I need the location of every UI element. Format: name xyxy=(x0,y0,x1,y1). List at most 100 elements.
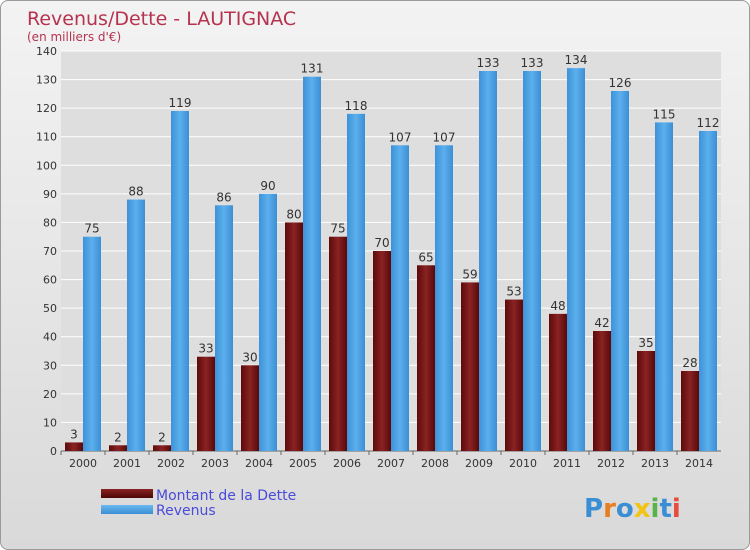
y-tick-label: 20 xyxy=(43,388,57,401)
bar-dette xyxy=(65,442,83,451)
bar-dette xyxy=(153,445,171,451)
data-label-dette: 53 xyxy=(506,285,521,299)
bar-dette xyxy=(505,299,523,451)
bar-revenus xyxy=(171,111,189,451)
x-tick-label: 2004 xyxy=(245,457,273,470)
x-tick-label: 2008 xyxy=(421,457,449,470)
legend: Montant de la Dette Revenus xyxy=(101,488,296,519)
data-label-dette: 2 xyxy=(158,430,166,444)
bar-revenus xyxy=(259,193,277,451)
y-tick-label: 10 xyxy=(43,416,57,429)
y-tick-label: 130 xyxy=(36,74,57,87)
chart-subtitle: (en milliers d'€) xyxy=(27,30,121,44)
y-tick-label: 70 xyxy=(43,245,57,258)
x-tick-label: 2012 xyxy=(597,457,625,470)
chart-title: Revenus/Dette - LAUTIGNAC xyxy=(27,8,296,30)
data-label-revenus: 112 xyxy=(697,116,720,130)
logo-letter: r xyxy=(603,494,616,524)
bar-revenus xyxy=(127,199,145,451)
logo-letter: x xyxy=(634,494,651,524)
data-label-dette: 65 xyxy=(418,250,433,264)
bar-revenus xyxy=(391,145,409,452)
x-tick-label: 2003 xyxy=(201,457,229,470)
data-label-dette: 48 xyxy=(550,299,565,313)
data-label-dette: 3 xyxy=(70,427,78,441)
data-label-dette: 59 xyxy=(462,267,477,281)
x-tick-label: 2001 xyxy=(113,457,141,470)
bar-revenus xyxy=(83,236,101,451)
bar-revenus xyxy=(303,76,321,451)
bar-dette xyxy=(373,251,391,451)
data-label-revenus: 107 xyxy=(433,130,456,144)
x-tick-label: 2002 xyxy=(157,457,185,470)
bar-revenus xyxy=(611,91,629,451)
bar-dette xyxy=(593,331,611,451)
data-label-revenus: 133 xyxy=(521,56,544,70)
data-label-revenus: 119 xyxy=(169,96,192,110)
y-tick-label: 90 xyxy=(43,188,57,201)
data-label-dette: 2 xyxy=(114,430,122,444)
data-label-revenus: 131 xyxy=(301,62,324,76)
bar-dette xyxy=(241,365,259,451)
x-tick-label: 2006 xyxy=(333,457,361,470)
data-label-revenus: 118 xyxy=(345,99,368,113)
bar-dette xyxy=(681,371,699,451)
bars xyxy=(65,68,717,452)
y-tick-label: 30 xyxy=(43,359,57,372)
data-label-dette: 70 xyxy=(374,236,389,250)
bar-dette xyxy=(637,351,655,451)
bar-dette xyxy=(197,356,215,451)
bar-revenus xyxy=(567,68,585,452)
logo-letter: i xyxy=(672,494,681,524)
bar-revenus xyxy=(479,71,497,451)
data-label-revenus: 133 xyxy=(477,56,500,70)
bar-revenus xyxy=(655,122,673,451)
bar-revenus xyxy=(435,145,453,452)
bar-dette xyxy=(549,313,567,451)
bar-dette xyxy=(285,222,303,451)
bar-dette xyxy=(461,282,479,451)
data-label-dette: 35 xyxy=(638,336,653,350)
x-tick-label: 2010 xyxy=(509,457,537,470)
data-label-dette: 33 xyxy=(198,342,213,356)
logo-letter: P xyxy=(584,494,603,524)
data-label-revenus: 86 xyxy=(216,190,231,204)
y-tick-label: 100 xyxy=(36,159,57,172)
bar-revenus xyxy=(347,113,365,451)
legend-swatch-revenus xyxy=(101,505,153,514)
x-tick-label: 2005 xyxy=(289,457,317,470)
proxiti-logo: Proxiti xyxy=(584,494,681,524)
x-tick-label: 2000 xyxy=(69,457,97,470)
data-label-dette: 42 xyxy=(594,316,609,330)
x-tick-label: 2014 xyxy=(685,457,713,470)
logo-letter: t xyxy=(659,494,671,524)
y-tick-label: 40 xyxy=(43,331,57,344)
data-label-revenus: 107 xyxy=(389,130,412,144)
data-label-revenus: 88 xyxy=(128,185,143,199)
x-tick-label: 2013 xyxy=(641,457,669,470)
y-tick-label: 50 xyxy=(43,302,57,315)
data-label-revenus: 115 xyxy=(653,107,676,121)
x-tick-label: 2011 xyxy=(553,457,581,470)
data-label-revenus: 126 xyxy=(609,76,632,90)
y-tick-label: 110 xyxy=(36,131,57,144)
y-tick-label: 60 xyxy=(43,274,57,287)
logo-letter: i xyxy=(651,494,660,524)
data-label-revenus: 134 xyxy=(565,53,588,67)
bar-revenus xyxy=(215,205,233,451)
bar-revenus xyxy=(523,71,541,451)
bar-dette xyxy=(417,265,435,451)
legend-label-dette: Montant de la Dette xyxy=(156,488,296,504)
logo-text: Proxiti xyxy=(584,494,681,524)
x-axis-ticks: 2000 2001 2002 2003 2004 2005 2006 2007 2008 2009… xyxy=(60,451,713,470)
data-label-dette: 75 xyxy=(330,222,345,236)
bar-dette xyxy=(329,236,347,451)
data-label-revenus: 75 xyxy=(84,222,99,236)
data-label-dette: 28 xyxy=(682,356,697,370)
logo-letter: o xyxy=(616,494,634,524)
bar-revenus xyxy=(699,131,717,451)
x-tick-label: 2007 xyxy=(377,457,405,470)
data-label-dette: 30 xyxy=(242,350,257,364)
